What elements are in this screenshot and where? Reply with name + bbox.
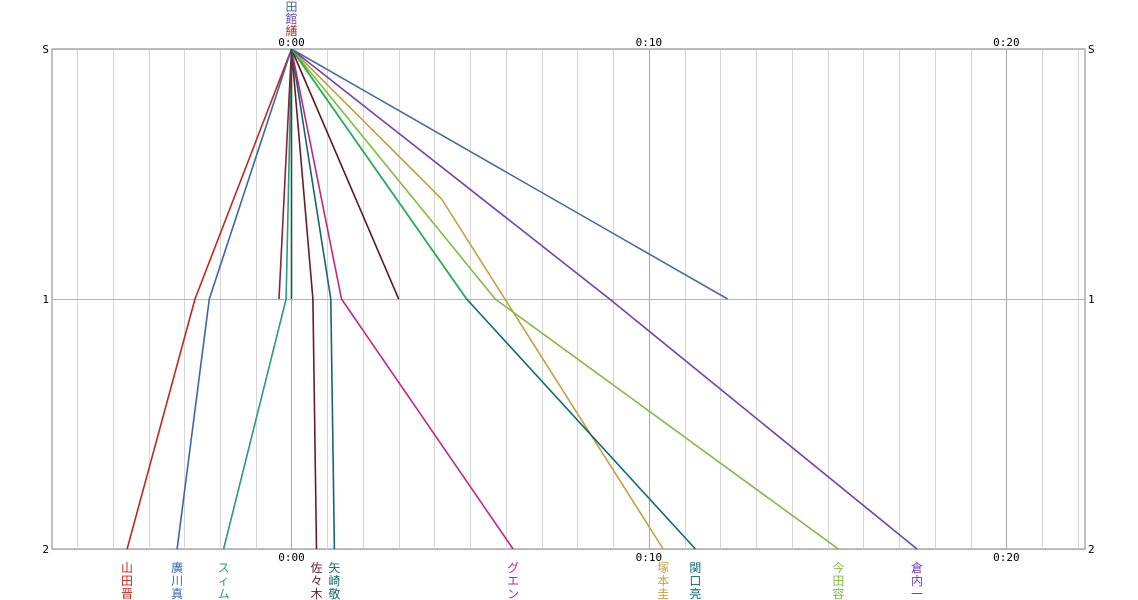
series-name-char: 塚	[657, 561, 669, 575]
series-name-char: グ	[507, 561, 519, 575]
series-name-char: 圭	[657, 587, 669, 600]
series-name-char: 廣	[171, 561, 183, 575]
series-line	[291, 48, 918, 550]
series-name-label: 矢崎敬	[328, 561, 340, 600]
series-name-char: 崎	[328, 574, 340, 588]
x-tick-label-top: 0:00	[278, 36, 305, 49]
x-tick-label-bottom: 0:00	[278, 551, 305, 564]
series-name-char: 本	[657, 574, 669, 588]
series-name-char: 山	[121, 561, 133, 575]
series-name-char: ム	[218, 587, 230, 600]
series-name-char: 晋	[121, 587, 133, 600]
series-name-char: 川	[171, 574, 183, 588]
series-line	[278, 48, 293, 300]
series-name-label: 関口亮	[689, 561, 701, 600]
series-line	[290, 48, 468, 300]
series-name-char: 容	[832, 586, 844, 600]
series-name-char: 敬	[328, 587, 340, 600]
y-tick-label-right: 2	[1088, 543, 1095, 556]
y-tick-label-left: 1	[42, 293, 49, 306]
axis-tick-labels: 0:00 0:00 0:10 0:10 0:20 0:20 S S 1 1 2 2	[42, 36, 1094, 564]
series-name-char: 真	[171, 587, 183, 600]
series-name-char: 々	[310, 574, 322, 588]
series-name-label: スィム	[218, 561, 230, 600]
series-name-char: 木	[310, 587, 322, 600]
grid	[52, 49, 1085, 550]
series-line	[126, 48, 293, 550]
y-tick-label-left: 2	[42, 543, 49, 556]
y-tick-label-right: S	[1088, 43, 1095, 56]
series-name-label: 佐々木	[310, 561, 322, 600]
series-name-label: 山田晋	[121, 561, 133, 600]
series-line	[290, 48, 336, 550]
series-name-char: 内	[911, 574, 923, 588]
series-line	[222, 48, 293, 550]
series-name-label: 今田容	[832, 560, 844, 600]
series-name-char: 今	[832, 560, 844, 575]
y-tick-label-right: 1	[1088, 293, 1095, 306]
x-tick-label-top: 0:20	[993, 36, 1020, 49]
origin-labels: 田館繕	[285, 0, 297, 38]
series-name-char: エ	[507, 574, 519, 588]
series-name-label: グエン	[507, 561, 519, 600]
series-name-label: 塚本圭	[657, 561, 669, 600]
series-name-char: 口	[689, 574, 701, 588]
series-name-char: ス	[218, 561, 230, 575]
series-line	[176, 48, 293, 550]
series-name-char: 佐	[310, 561, 322, 575]
series-name-char: 矢	[328, 561, 340, 575]
series-name-char: 亮	[689, 586, 701, 600]
series-name-label: 廣川真	[171, 561, 183, 600]
series-line	[291, 48, 728, 300]
x-tick-label-top: 0:10	[636, 36, 663, 49]
series-name-char: 田	[121, 574, 133, 588]
series-name-char: 関	[689, 561, 701, 575]
series-line	[290, 48, 514, 550]
series-name-char: 田	[832, 574, 844, 588]
origin-label: 館	[285, 11, 297, 26]
origin-label: 繕	[285, 23, 297, 38]
series-name-label: 倉内一	[911, 560, 923, 600]
series-line	[290, 48, 839, 550]
series-name-char: ィ	[218, 574, 230, 588]
series-name-char: 倉	[911, 560, 923, 575]
series-name-char: 一	[911, 587, 923, 600]
y-tick-label-left: S	[42, 43, 49, 56]
series-name-char: ン	[507, 587, 519, 600]
series-line	[290, 48, 318, 550]
x-tick-label-bottom: 0:10	[636, 551, 663, 564]
series-line	[290, 48, 400, 300]
x-tick-label-bottom: 0:20	[993, 551, 1020, 564]
origin-label: 田	[285, 0, 297, 14]
series-lines	[126, 48, 918, 550]
